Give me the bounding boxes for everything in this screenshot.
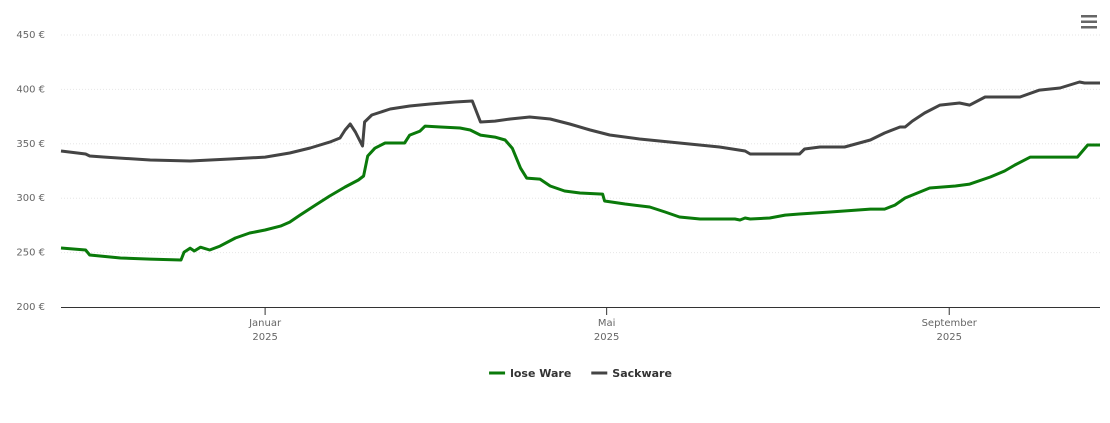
y-tick-label: 300 € <box>16 193 45 204</box>
line-series <box>60 80 1100 163</box>
legend: lose Ware Sackware <box>489 367 672 380</box>
x-tick-label: Mai 2025 <box>594 318 619 343</box>
legend-text: Sackware <box>612 367 672 380</box>
line-series <box>60 124 1100 262</box>
menu-bar <box>1081 20 1097 23</box>
y-tick-label: 400 € <box>16 84 45 95</box>
menu-bar <box>1081 26 1097 29</box>
legend-item[interactable]: Sackware <box>591 367 672 380</box>
y-tick-label: 200 € <box>16 302 45 313</box>
legend-item[interactable]: lose Ware <box>489 367 571 380</box>
y-tick-label: 450 € <box>16 30 45 41</box>
legend-text: lose Ware <box>510 367 571 380</box>
x-tick-label: Januar 2025 <box>248 318 282 343</box>
menu-button[interactable] <box>1078 12 1100 32</box>
y-tick-label: 350 € <box>16 139 45 150</box>
y-tick-label: 250 € <box>16 248 45 259</box>
menu-bar <box>1081 15 1097 18</box>
x-tick-label: September 2025 <box>922 318 978 343</box>
